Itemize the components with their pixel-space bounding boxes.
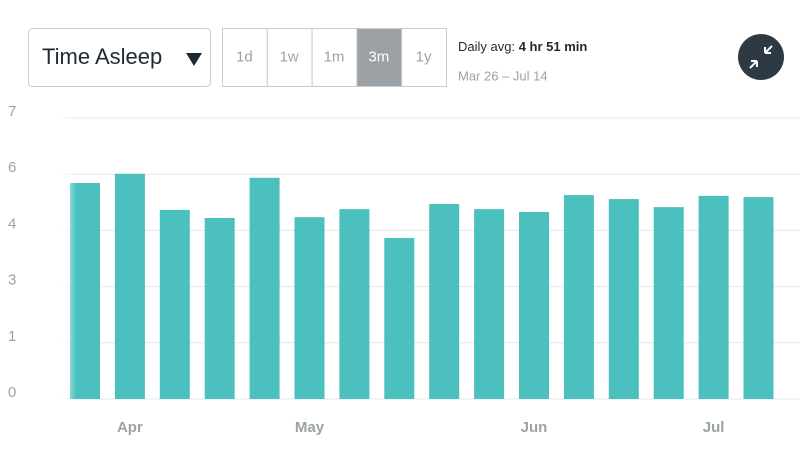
bar (698, 195, 729, 399)
chart: 0 1 3 4 6 7 Apr May Jun Jul (8, 103, 800, 436)
y-tick-label: 6 (8, 159, 16, 176)
y-tick-label: 7 (8, 103, 16, 120)
bar (429, 203, 460, 399)
range-button[interactable] (311, 28, 358, 87)
collapse-circle (738, 34, 784, 80)
x-tick-label: Jul (703, 419, 725, 436)
range-button[interactable] (356, 28, 403, 87)
bar (563, 195, 594, 399)
daily-avg-value: 4 hr 51 min (519, 39, 588, 54)
bar (294, 217, 325, 399)
daily-avg-label: Daily avg: (458, 39, 515, 54)
dropdown-arrow (186, 53, 202, 66)
fade-edge (60, 100, 76, 400)
y-tick-label: 1 (8, 328, 16, 345)
range-label: 1d (236, 48, 253, 65)
bar (519, 211, 549, 399)
y-tick-label: 0 (8, 384, 16, 401)
bar (249, 177, 280, 399)
range-label: 1m (324, 48, 345, 65)
range-label: 3m (368, 48, 389, 65)
range-button[interactable] (266, 28, 313, 87)
collapse-icon (749, 45, 773, 69)
bar (159, 209, 190, 399)
metric-dropdown[interactable] (28, 28, 211, 87)
y-tick-label: 3 (8, 272, 16, 289)
bar (204, 217, 235, 399)
y-tick-label: 4 (8, 215, 16, 232)
bar (743, 197, 774, 399)
bar (114, 173, 145, 399)
bar (653, 207, 684, 399)
bar (384, 238, 415, 399)
metric-label: Time Asleep (42, 44, 162, 69)
bar (474, 209, 505, 399)
date-range: Mar 26 – Jul 14 (458, 68, 548, 83)
range-label: 1w (280, 48, 299, 65)
x-tick-label: Apr (117, 419, 143, 436)
range-button[interactable] (401, 28, 448, 87)
range-selector: 1d 1w 1m 3m 1y (222, 28, 448, 87)
range-label: 1y (416, 48, 432, 65)
collapse-button[interactable] (738, 34, 784, 80)
bar (608, 199, 639, 399)
bar (339, 209, 370, 399)
x-tick-label: Jun (521, 419, 548, 436)
daily-avg: Daily avg: 4 hr 51 min (458, 39, 587, 54)
x-tick-label: May (295, 419, 325, 436)
